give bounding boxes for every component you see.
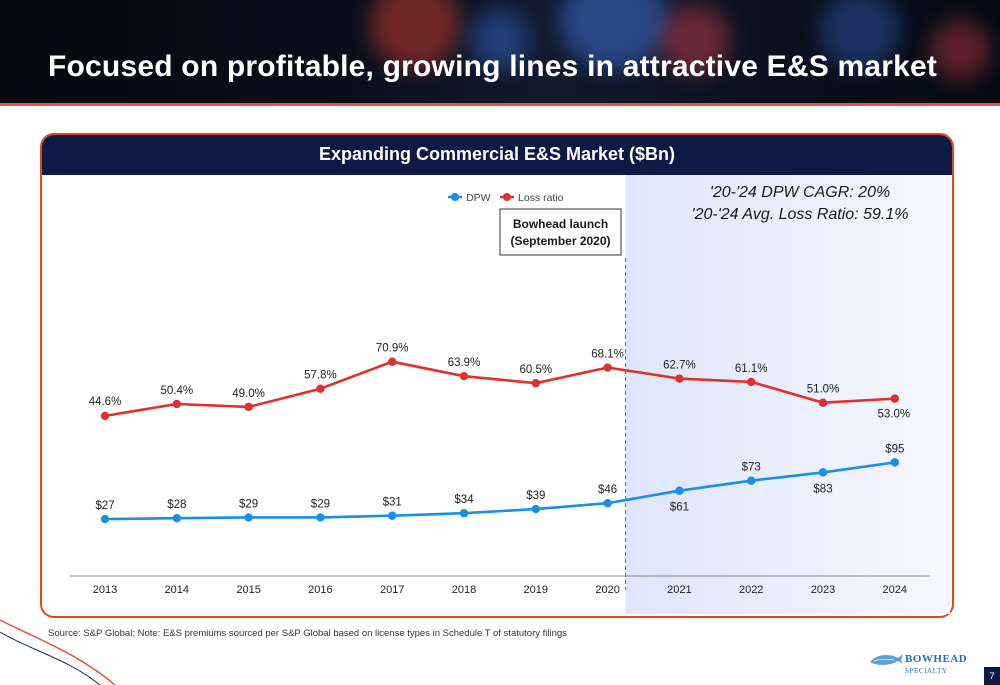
data-point — [100, 514, 110, 524]
data-point — [818, 468, 828, 477]
data-label: $73 — [742, 462, 761, 474]
x-tick-label: 2017 — [380, 584, 404, 596]
x-tick-label: 2016 — [308, 584, 332, 596]
data-label: 50.4% — [160, 385, 193, 397]
data-label: 61.1% — [735, 363, 768, 375]
decorative-curve — [0, 619, 116, 685]
data-point — [747, 476, 756, 485]
data-point — [675, 486, 684, 495]
data-label: 57.8% — [304, 370, 337, 382]
x-tick-label: 2013 — [93, 584, 117, 596]
header-accent-line — [0, 103, 1000, 106]
x-tick-label: 2018 — [452, 584, 476, 596]
legend-entry: Loss ratio — [518, 192, 564, 204]
data-label: $46 — [598, 484, 617, 496]
chart-panel-header: Expanding Commercial E&S Market ($Bn) — [42, 135, 952, 175]
data-point — [388, 511, 397, 520]
x-tick-label: 2024 — [883, 584, 907, 596]
data-point — [890, 458, 899, 467]
data-point — [459, 371, 469, 381]
page-number: 7 — [984, 667, 1000, 685]
data-label: $29 — [311, 498, 330, 510]
data-point — [316, 513, 325, 522]
data-label: 63.9% — [448, 357, 481, 369]
data-label: $28 — [167, 499, 186, 511]
x-tick-label: 2014 — [165, 584, 189, 596]
data-point — [531, 504, 540, 514]
data-label: 53.0% — [877, 409, 910, 421]
legend-entry: DPW — [466, 192, 491, 204]
whale-logo-icon — [870, 654, 903, 665]
data-label: 68.1% — [591, 349, 624, 361]
launch-callout-line1: Bowhead launch — [513, 217, 608, 231]
data-point — [244, 402, 253, 412]
data-label: $39 — [526, 490, 545, 502]
legend-swatch-dot — [503, 193, 511, 201]
legend-swatch-dot — [451, 193, 459, 201]
data-label: 62.7% — [663, 360, 696, 372]
launch-callout-line2: (September 2020) — [510, 234, 610, 248]
data-label: 70.9% — [376, 343, 409, 355]
data-point — [531, 378, 540, 388]
launch-callout-box — [499, 208, 622, 256]
x-tick-label: 2019 — [524, 584, 548, 596]
x-tick-label: 2015 — [236, 584, 260, 596]
x-tick-label: 2022 — [739, 584, 763, 596]
data-point — [747, 377, 756, 387]
data-label: 51.0% — [807, 384, 840, 396]
summary-cagr: '20-'24 DPW CAGR: 20% — [710, 184, 890, 201]
data-point — [890, 394, 899, 403]
header-banner — [0, 0, 1000, 103]
data-label: $29 — [239, 498, 258, 510]
data-label: 49.0% — [232, 388, 265, 400]
series-line-dpw — [104, 461, 895, 521]
data-label: 44.6% — [89, 396, 122, 408]
x-tick-label: 2021 — [667, 584, 691, 596]
x-tick-label: 2023 — [811, 584, 835, 596]
data-point — [316, 384, 325, 393]
logo-subtitle: SPECIALTY — [905, 667, 948, 675]
data-label: $31 — [383, 497, 402, 509]
data-label: $34 — [454, 494, 474, 506]
data-label: $27 — [95, 500, 114, 512]
data-point — [388, 357, 397, 366]
summary-loss-ratio: '20-'24 Avg. Loss Ratio: 59.1% — [692, 206, 909, 223]
data-point — [818, 398, 828, 407]
data-label: 60.5% — [519, 364, 552, 376]
chart-title: Expanding Commercial E&S Market ($Bn) — [318, 144, 676, 164]
data-point — [244, 513, 253, 522]
data-point — [172, 514, 181, 523]
source-note: Source: S&P Global; Note: E&S premiums s… — [48, 628, 567, 639]
data-point — [675, 374, 684, 383]
series-line-loss-ratio — [104, 360, 895, 418]
data-point — [459, 509, 469, 518]
data-label: $95 — [885, 443, 904, 455]
shaded-period-region — [625, 175, 950, 614]
data-point — [603, 499, 612, 508]
data-point — [100, 411, 110, 421]
data-label: $83 — [813, 483, 832, 495]
data-point — [603, 363, 612, 372]
page-title: Focused on profitable, growing lines in … — [48, 50, 938, 83]
logo-name: BOWHEAD — [905, 653, 968, 665]
x-tick-label: 2020 — [595, 584, 619, 596]
data-point — [172, 399, 181, 409]
data-label: $61 — [670, 502, 689, 514]
